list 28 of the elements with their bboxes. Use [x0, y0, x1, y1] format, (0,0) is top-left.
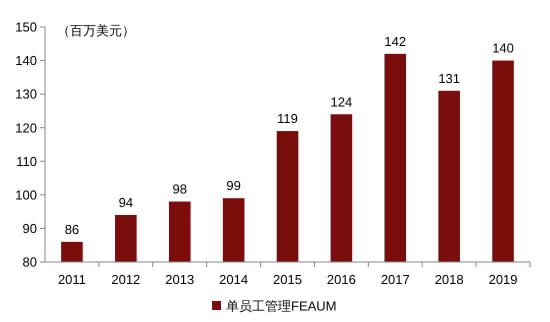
x-tick-label: 2016 — [326, 272, 356, 287]
data-label: 124 — [330, 94, 352, 110]
y-tick-label: 110 — [16, 154, 37, 169]
y-tick-label: 90 — [22, 220, 37, 236]
legend-label: 单员工管理FEAUM — [226, 298, 336, 314]
y-tick-label: 120 — [15, 120, 37, 136]
y-axis-title: （百万美元） — [57, 23, 135, 38]
x-tick-label: 2017 — [380, 272, 410, 287]
data-label: 94 — [118, 195, 134, 210]
y-tick-label: 150 — [15, 20, 37, 35]
data-label: 86 — [64, 222, 80, 237]
x-tick-label: 2015 — [273, 272, 302, 287]
x-tick-label: 2018 — [434, 272, 464, 287]
y-tick-label: 140 — [15, 53, 37, 68]
x-tick-label: 2011 — [58, 272, 86, 287]
data-label: 142 — [384, 34, 406, 49]
data-label: 99 — [226, 178, 241, 194]
y-tick-label: 100 — [15, 187, 37, 202]
data-label: 140 — [492, 40, 514, 56]
data-label: 131 — [438, 70, 460, 86]
x-tick-label: 2013 — [165, 272, 194, 287]
y-tick-label: 130 — [15, 86, 37, 102]
x-tick-label: 2019 — [488, 272, 518, 287]
x-tick-label: 2014 — [219, 272, 248, 287]
data-label: 119 — [277, 111, 298, 126]
x-tick-label: 2012 — [111, 272, 140, 287]
y-tick-label: 80 — [22, 254, 37, 270]
data-label: 98 — [172, 182, 187, 197]
